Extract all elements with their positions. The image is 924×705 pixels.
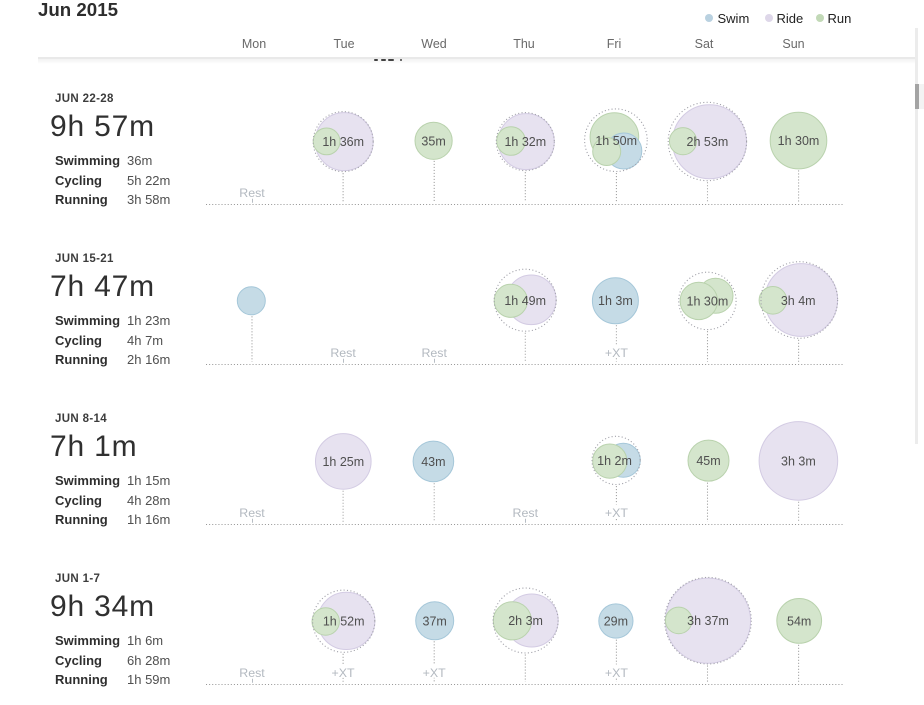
svg-text:1h 32m: 1h 32m xyxy=(504,135,546,149)
svg-text:35m: 35m xyxy=(421,134,445,148)
svg-text:Rest: Rest xyxy=(239,186,265,200)
svg-text:54m: 54m xyxy=(787,614,811,628)
svg-text:+XT: +XT xyxy=(332,666,356,680)
svg-text:Rest: Rest xyxy=(239,506,265,520)
svg-text:3h 37m: 3h 37m xyxy=(687,614,729,628)
svg-text:+XT: +XT xyxy=(605,346,629,360)
svg-text:Rest: Rest xyxy=(421,346,447,360)
svg-text:1h 36m: 1h 36m xyxy=(322,135,364,149)
svg-text:+XT: +XT xyxy=(423,666,447,680)
svg-text:+XT: +XT xyxy=(605,506,629,520)
svg-text:3h 4m: 3h 4m xyxy=(781,294,816,308)
svg-text:1h 49m: 1h 49m xyxy=(504,294,546,308)
svg-text:Rest: Rest xyxy=(513,506,539,520)
svg-text:3h 3m: 3h 3m xyxy=(781,454,816,468)
svg-text:37m: 37m xyxy=(423,614,447,628)
svg-text:+XT: +XT xyxy=(605,666,629,680)
svg-text:1h 30m: 1h 30m xyxy=(687,294,729,308)
svg-text:1h 3m: 1h 3m xyxy=(598,294,633,308)
svg-text:1h 52m: 1h 52m xyxy=(323,615,365,629)
svg-text:1h 50m: 1h 50m xyxy=(595,134,637,148)
svg-text:29m: 29m xyxy=(604,615,628,629)
svg-text:2h 53m: 2h 53m xyxy=(687,135,729,149)
svg-text:43m: 43m xyxy=(421,455,445,469)
svg-text:1h 30m: 1h 30m xyxy=(778,134,820,148)
svg-text:1h 2m: 1h 2m xyxy=(597,454,632,468)
svg-text:1h 25m: 1h 25m xyxy=(322,455,364,469)
svg-text:Rest: Rest xyxy=(239,666,265,680)
svg-text:Rest: Rest xyxy=(330,346,356,360)
svg-text:2h 3m: 2h 3m xyxy=(508,614,543,628)
svg-text:45m: 45m xyxy=(696,454,720,468)
